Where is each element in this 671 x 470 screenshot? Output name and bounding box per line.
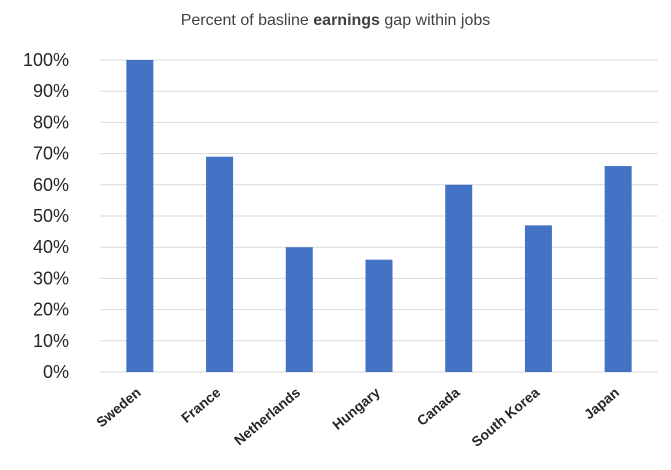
x-tick-label: Sweden xyxy=(93,384,144,430)
y-tick-label: 60% xyxy=(33,175,69,195)
y-tick-label: 20% xyxy=(33,300,69,320)
x-tick-label: Netherlands xyxy=(231,384,303,448)
bar-france xyxy=(206,156,234,372)
x-axis: Sweden France Netherlands Hungary Canada Sout… xyxy=(93,384,622,450)
y-tick-label: 90% xyxy=(33,81,69,101)
chart-title-part-1: Percent of basline xyxy=(180,12,314,29)
y-tick-label: 10% xyxy=(33,331,69,351)
x-tick-label: South Korea xyxy=(468,384,542,450)
chart-title-part-2: gap within jobs xyxy=(379,12,491,29)
y-tick-label: 0% xyxy=(43,362,69,382)
y-axis: 0% 10% 20% 30% 40% 50% 60% 70% 80% 90% 100% xyxy=(23,50,69,382)
bar-japan xyxy=(604,166,632,372)
chart-title-bold-word: earnings xyxy=(313,12,380,29)
bar-canada xyxy=(445,184,473,372)
y-tick-label: 80% xyxy=(33,112,69,132)
x-tick-label: Japan xyxy=(581,384,622,422)
bar-south-korea xyxy=(524,225,552,372)
y-tick-label: 30% xyxy=(33,268,69,288)
x-tick-label: Canada xyxy=(414,384,463,429)
x-tick-label: Hungary xyxy=(329,384,383,433)
y-tick-label: 40% xyxy=(33,237,69,257)
bar-sweden xyxy=(126,60,154,372)
chart-title: Percent of basline earnings gap within j… xyxy=(0,12,671,30)
bars xyxy=(126,60,632,372)
y-tick-label: 70% xyxy=(33,144,69,164)
x-tick-label: France xyxy=(178,384,224,426)
y-tick-label: 100% xyxy=(23,50,69,70)
bar-hungary xyxy=(365,259,393,372)
bar-netherlands xyxy=(285,247,313,372)
y-tick-label: 50% xyxy=(33,206,69,226)
